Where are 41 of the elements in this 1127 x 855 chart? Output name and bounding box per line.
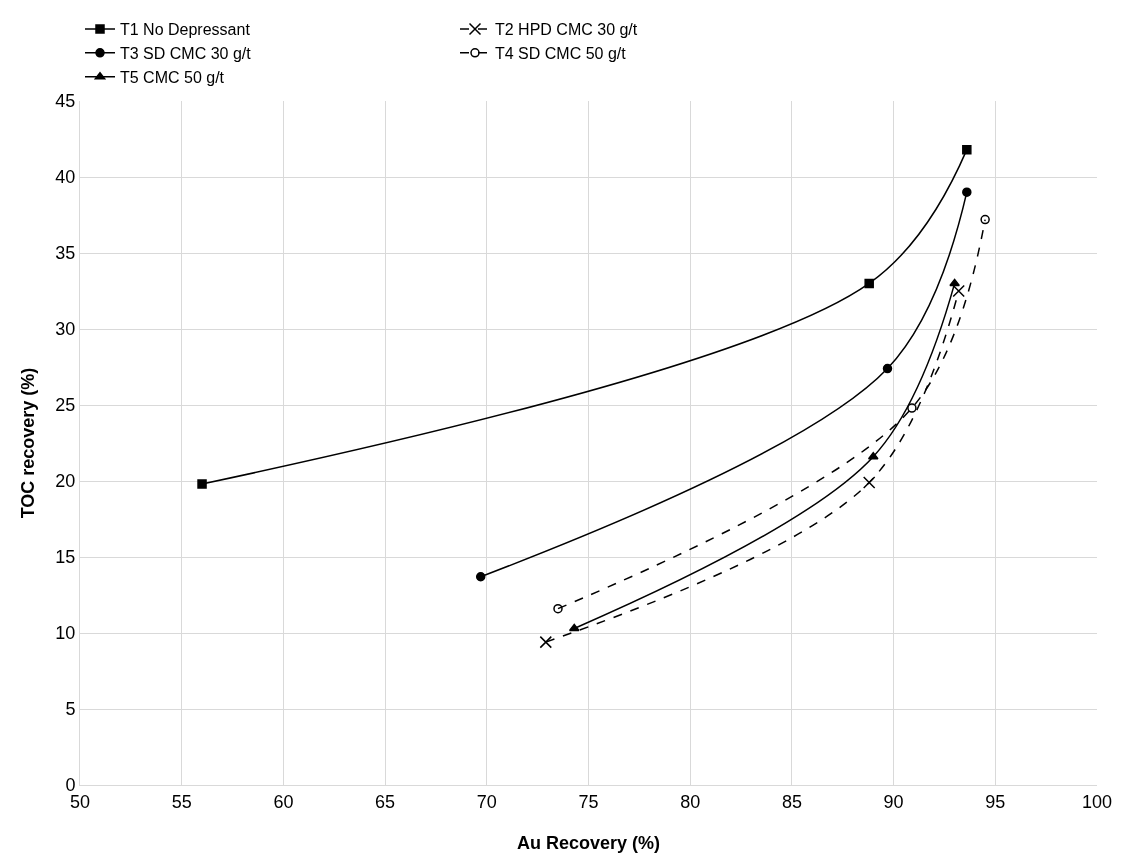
legend-label: T1 No Depressant bbox=[120, 21, 251, 39]
point bbox=[952, 284, 965, 298]
y-tick-label: 35 bbox=[55, 243, 76, 264]
point bbox=[980, 214, 990, 225]
point bbox=[867, 451, 879, 460]
x-tick-label: 60 bbox=[273, 791, 294, 812]
y-tick-label: 10 bbox=[55, 623, 76, 644]
legend-label: T2 HPD CMC 30 g/t bbox=[495, 21, 638, 39]
y-tick-label: 45 bbox=[55, 91, 76, 112]
y-tick-label: 20 bbox=[55, 471, 76, 492]
y-tick-label: 15 bbox=[55, 547, 76, 568]
legend-label: T3 SD CMC 30 g/t bbox=[120, 45, 252, 63]
point bbox=[949, 278, 960, 287]
x-tick-label: 75 bbox=[578, 791, 599, 812]
x-axis-title: Au Recovery (%) bbox=[516, 833, 661, 853]
y-tick-label: 40 bbox=[55, 167, 76, 188]
y-tick-label: 5 bbox=[65, 699, 76, 720]
point bbox=[475, 572, 486, 582]
point bbox=[197, 479, 207, 489]
point bbox=[962, 187, 972, 197]
y-tick-label: 25 bbox=[55, 395, 76, 416]
point bbox=[882, 363, 893, 374]
y-axis-title: TOC recovery (%) bbox=[18, 367, 38, 519]
legend-label: T4 SD CMC 50 g/t bbox=[495, 45, 627, 63]
x-tick-label: 70 bbox=[476, 791, 497, 812]
x-tick-label: 80 bbox=[680, 791, 701, 812]
x-tick-label: 65 bbox=[375, 791, 396, 812]
point bbox=[962, 144, 972, 155]
x-tick-label: 95 bbox=[985, 791, 1006, 812]
point bbox=[539, 635, 553, 649]
point bbox=[862, 476, 876, 489]
y-tick-label: 30 bbox=[55, 319, 76, 340]
point bbox=[553, 603, 563, 614]
x-tick-label: 100 bbox=[1081, 791, 1113, 812]
x-tick-label: 90 bbox=[883, 791, 904, 812]
point bbox=[864, 278, 874, 289]
point bbox=[568, 623, 580, 632]
x-tick-label: 55 bbox=[171, 791, 192, 812]
point bbox=[907, 403, 917, 413]
x-tick-label: 85 bbox=[781, 791, 802, 812]
legend-label: T5 CMC 50 g/t bbox=[120, 68, 225, 86]
